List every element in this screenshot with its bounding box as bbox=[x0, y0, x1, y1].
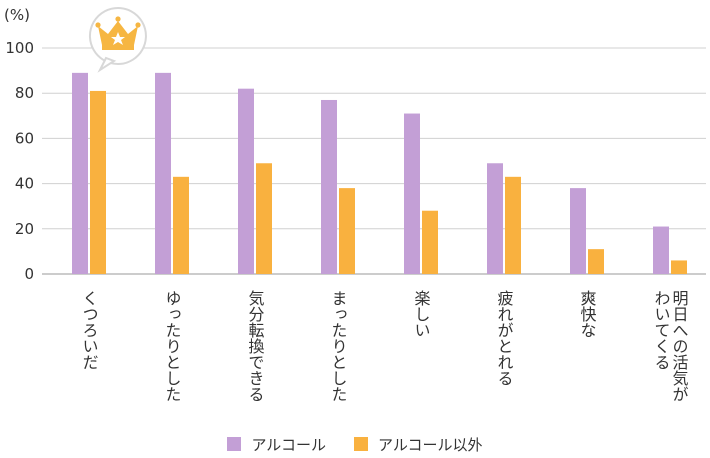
bars bbox=[72, 72, 687, 275]
grid-lines bbox=[42, 47, 706, 275]
y-tick-label: 0 bbox=[24, 265, 34, 283]
bar-alcohol bbox=[653, 226, 669, 274]
bar-non-alcohol bbox=[505, 176, 521, 274]
speech-bubble-tail bbox=[97, 56, 117, 73]
bar-non-alcohol bbox=[422, 210, 438, 274]
legend-label-alcohol: アルコール bbox=[251, 435, 326, 454]
legend-swatch-alcohol bbox=[227, 437, 242, 451]
bar-non-alcohol bbox=[671, 260, 687, 274]
y-tick-label: 80 bbox=[15, 84, 34, 102]
category-label: 疲れがとれる bbox=[495, 290, 514, 386]
legend: アルコール アルコール以外 bbox=[0, 432, 710, 456]
bar-non-alcohol bbox=[588, 249, 604, 274]
category-labels: くつろいだ ゆったりとした 気分転換できる まったりとした 楽しい 疲れがとれる 爽快な 明日… bbox=[80, 290, 689, 402]
y-tick-label: 20 bbox=[15, 220, 34, 238]
category-label: 爽快な bbox=[578, 290, 597, 338]
bar-alcohol bbox=[72, 72, 88, 274]
bar-alcohol bbox=[155, 72, 171, 274]
legend-item-alcohol: アルコール bbox=[227, 434, 326, 455]
bar-alcohol bbox=[321, 99, 337, 274]
category-label: 楽しい bbox=[412, 290, 431, 338]
crown-badge bbox=[88, 7, 147, 73]
bar-non-alcohol bbox=[339, 188, 355, 274]
legend-item-non-alcohol: アルコール以外 bbox=[354, 434, 483, 455]
crown-base bbox=[102, 45, 134, 50]
bar-alcohol bbox=[570, 188, 586, 274]
bar-non-alcohol bbox=[90, 90, 106, 274]
category-label: 明日への活気が bbox=[670, 290, 689, 402]
category-label: 気分転換できる bbox=[246, 290, 265, 402]
y-tick-label: 60 bbox=[15, 129, 34, 147]
bar-non-alcohol bbox=[173, 176, 189, 274]
y-tick-label: 100 bbox=[5, 39, 34, 57]
bar-alcohol bbox=[238, 88, 254, 275]
star-icon bbox=[111, 32, 125, 45]
category-label: くつろいだ bbox=[80, 290, 99, 370]
bar-alcohol bbox=[487, 163, 503, 274]
y-tick-label: 40 bbox=[15, 175, 34, 193]
y-axis-unit: (%) bbox=[4, 6, 30, 24]
category-label: まったりとした bbox=[329, 290, 348, 402]
bar-non-alcohol bbox=[256, 163, 272, 274]
y-tick-labels: 0 20 40 60 80 100 bbox=[5, 39, 34, 283]
legend-label-non-alcohol: アルコール以外 bbox=[378, 435, 483, 454]
category-label: わいてくる bbox=[652, 290, 671, 370]
category-label: ゆったりとした bbox=[163, 290, 182, 402]
bar-alcohol bbox=[404, 113, 420, 274]
legend-swatch-non-alcohol bbox=[354, 437, 368, 451]
bar-chart: 0 20 40 60 80 100 くつろいだ ゆったりとした 気分転換できる まったりとした 楽… bbox=[5, 7, 706, 402]
